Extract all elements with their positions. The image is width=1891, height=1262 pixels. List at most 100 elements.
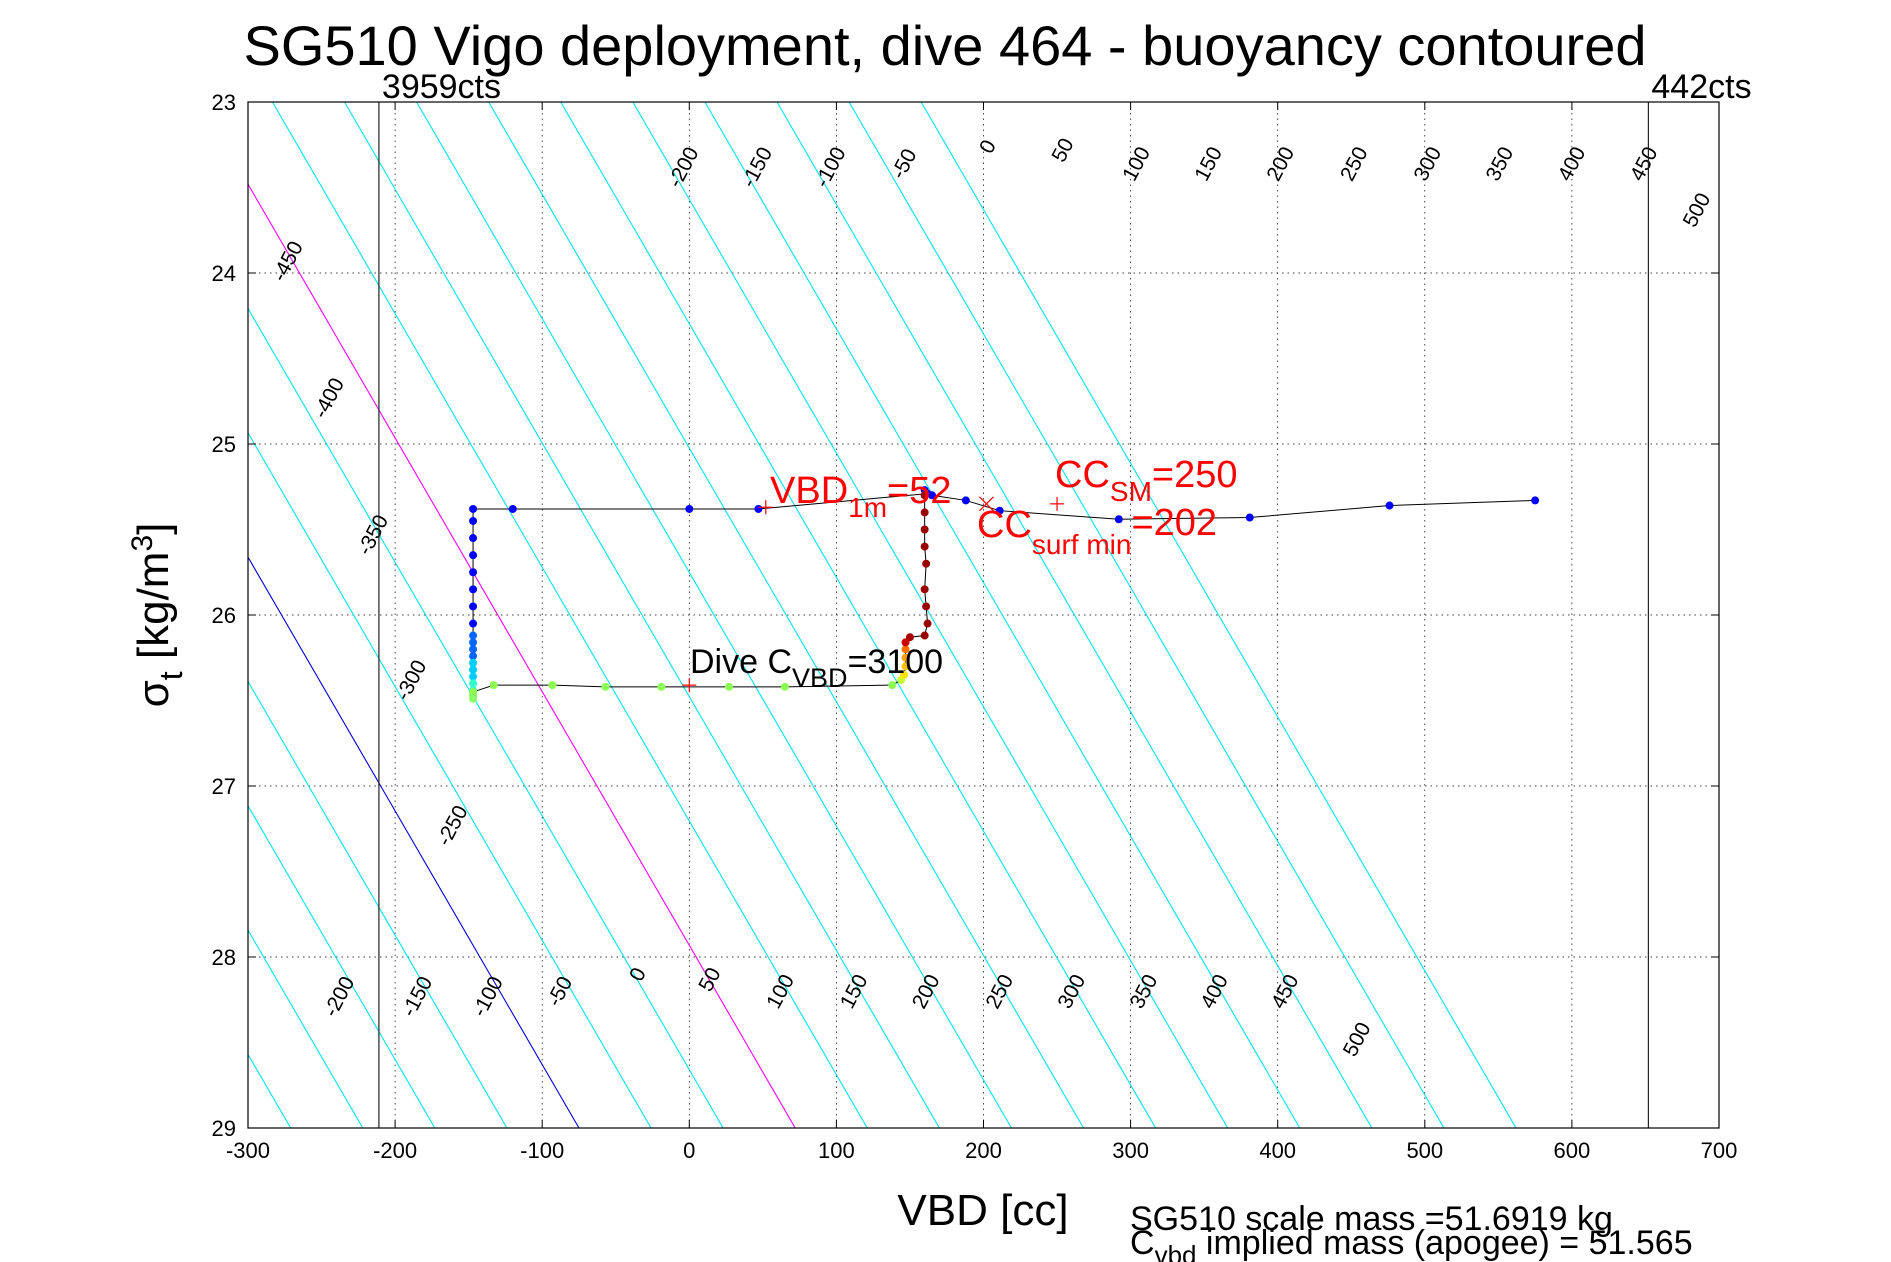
- contour-line: [248, 680, 508, 1128]
- dive-point: [469, 504, 478, 513]
- dive-point: [1114, 515, 1123, 524]
- contour-line: [704, 102, 1301, 1128]
- contour-line: [0, 102, 74, 1128]
- dive-point: [469, 602, 478, 611]
- contour-line: [920, 102, 1517, 1128]
- dive-point: [754, 504, 763, 513]
- climb-point: [780, 682, 789, 691]
- x-tick-label: 0: [683, 1138, 695, 1163]
- plus-marker: [682, 678, 697, 693]
- climb-point: [920, 525, 929, 534]
- contour-line: [248, 307, 724, 1128]
- climb-point: [901, 653, 910, 662]
- dive-point: [685, 504, 694, 513]
- contour-line: [560, 102, 1157, 1128]
- footer-scale-mass: SG510 scale mass =51.6919 kg: [1130, 1200, 1613, 1238]
- climb-point: [922, 559, 931, 568]
- dive-point: [469, 672, 478, 681]
- x-tick-label: 400: [1259, 1138, 1296, 1163]
- contour-line: [248, 929, 364, 1128]
- dive-trace: [469, 486, 1540, 703]
- dive-point: [469, 665, 478, 674]
- dive-point: [508, 504, 517, 513]
- climb-point: [725, 682, 734, 691]
- climb-point: [901, 645, 910, 654]
- climb-point: [657, 682, 666, 691]
- contour-line: [271, 102, 868, 1128]
- contour-line: [0, 102, 147, 1128]
- x-marker: [979, 496, 994, 512]
- dive-point: [995, 506, 1004, 515]
- climb-point: [922, 602, 931, 611]
- contour-line: [848, 102, 1445, 1128]
- count-limit-lines: 3959cts 442cts: [378, 68, 1752, 1128]
- contour-line: [248, 556, 580, 1128]
- climb-point: [900, 670, 909, 679]
- annotation-vbd-1m: VBD1m=52: [770, 470, 952, 523]
- climb-point: [920, 491, 929, 500]
- contour-line: [0, 102, 219, 1128]
- dive-point: [469, 638, 478, 647]
- climb-point: [888, 681, 897, 690]
- y-tick-label: 28: [212, 945, 236, 970]
- dive-point: [469, 585, 478, 594]
- dive-point: [469, 631, 478, 640]
- x-tick-label: -300: [226, 1138, 270, 1163]
- count-limit-label: 442cts: [1651, 68, 1751, 106]
- annotation-cc-sm: CCSM=250: [1055, 454, 1237, 507]
- y-tick-label: 29: [212, 1116, 236, 1141]
- annotation-cc-surf-min: CCsurf min=202: [977, 502, 1217, 560]
- y-tick-label: 25: [212, 432, 236, 457]
- climb-point: [920, 585, 929, 594]
- climb-point: [920, 631, 929, 640]
- x-tick-label: 600: [1554, 1138, 1591, 1163]
- svg-text:Dive CVBD=3100: Dive CVBD=3100: [690, 643, 943, 693]
- climb-point: [923, 619, 932, 628]
- contour-line: [0, 102, 2, 1128]
- dive-point: [469, 568, 478, 577]
- dive-point: [469, 534, 478, 543]
- chart-title: SG510 Vigo deployment, dive 464 - buoyan…: [243, 14, 1646, 77]
- climb-point: [905, 633, 914, 642]
- y-tick-label: 26: [212, 603, 236, 628]
- contour-line: [632, 102, 1229, 1128]
- axis-ticks: -300 -200 -100 0 100 200 300 400 500 600 700 23 24 25…: [212, 90, 1738, 1163]
- dive-point: [469, 679, 478, 688]
- dive-point: [1385, 501, 1394, 510]
- contour-line: [344, 102, 940, 1128]
- plus-marker: [1050, 496, 1065, 511]
- climb-point: [920, 542, 929, 551]
- svg-text:CCsurf min=202: CCsurf min=202: [977, 502, 1217, 560]
- contour-line: [248, 183, 796, 1128]
- x-tick-label: 200: [965, 1138, 1002, 1163]
- x-axis-label: VBD [cc]: [897, 1186, 1068, 1235]
- y-tick-label: 27: [212, 774, 236, 799]
- contour-line: [416, 102, 1012, 1128]
- climb-point: [601, 682, 610, 691]
- x-tick-label: 500: [1406, 1138, 1443, 1163]
- footer-implied-mass: Cvbd implied mass (apogee) = 51.565: [1130, 1224, 1693, 1262]
- y-tick-label: 24: [212, 261, 236, 286]
- dive-point: [469, 645, 478, 654]
- markers: [682, 496, 1065, 693]
- y-tick-label: 23: [212, 90, 236, 115]
- annotation-dive-cvbd: Dive CVBD=3100: [690, 643, 943, 693]
- dive-point: [961, 496, 970, 505]
- dive-point: [1245, 513, 1254, 522]
- dive-point: [469, 551, 478, 560]
- dive-point: [469, 658, 478, 667]
- x-tick-label: 700: [1701, 1138, 1738, 1163]
- marker-stroke: [979, 496, 994, 512]
- climb-point: [469, 687, 478, 696]
- x-tick-label: 100: [818, 1138, 855, 1163]
- contour-line: [488, 102, 1085, 1128]
- buoyancy-contours: [0, 102, 1517, 1128]
- contour-line: [248, 431, 652, 1128]
- climb-point: [489, 681, 498, 690]
- dive-point: [1531, 496, 1540, 505]
- dive-point: [469, 652, 478, 661]
- x-tick-label: 300: [1112, 1138, 1149, 1163]
- count-limit-label: 3959cts: [382, 68, 501, 106]
- svg-text:CCSM=250: CCSM=250: [1055, 454, 1237, 507]
